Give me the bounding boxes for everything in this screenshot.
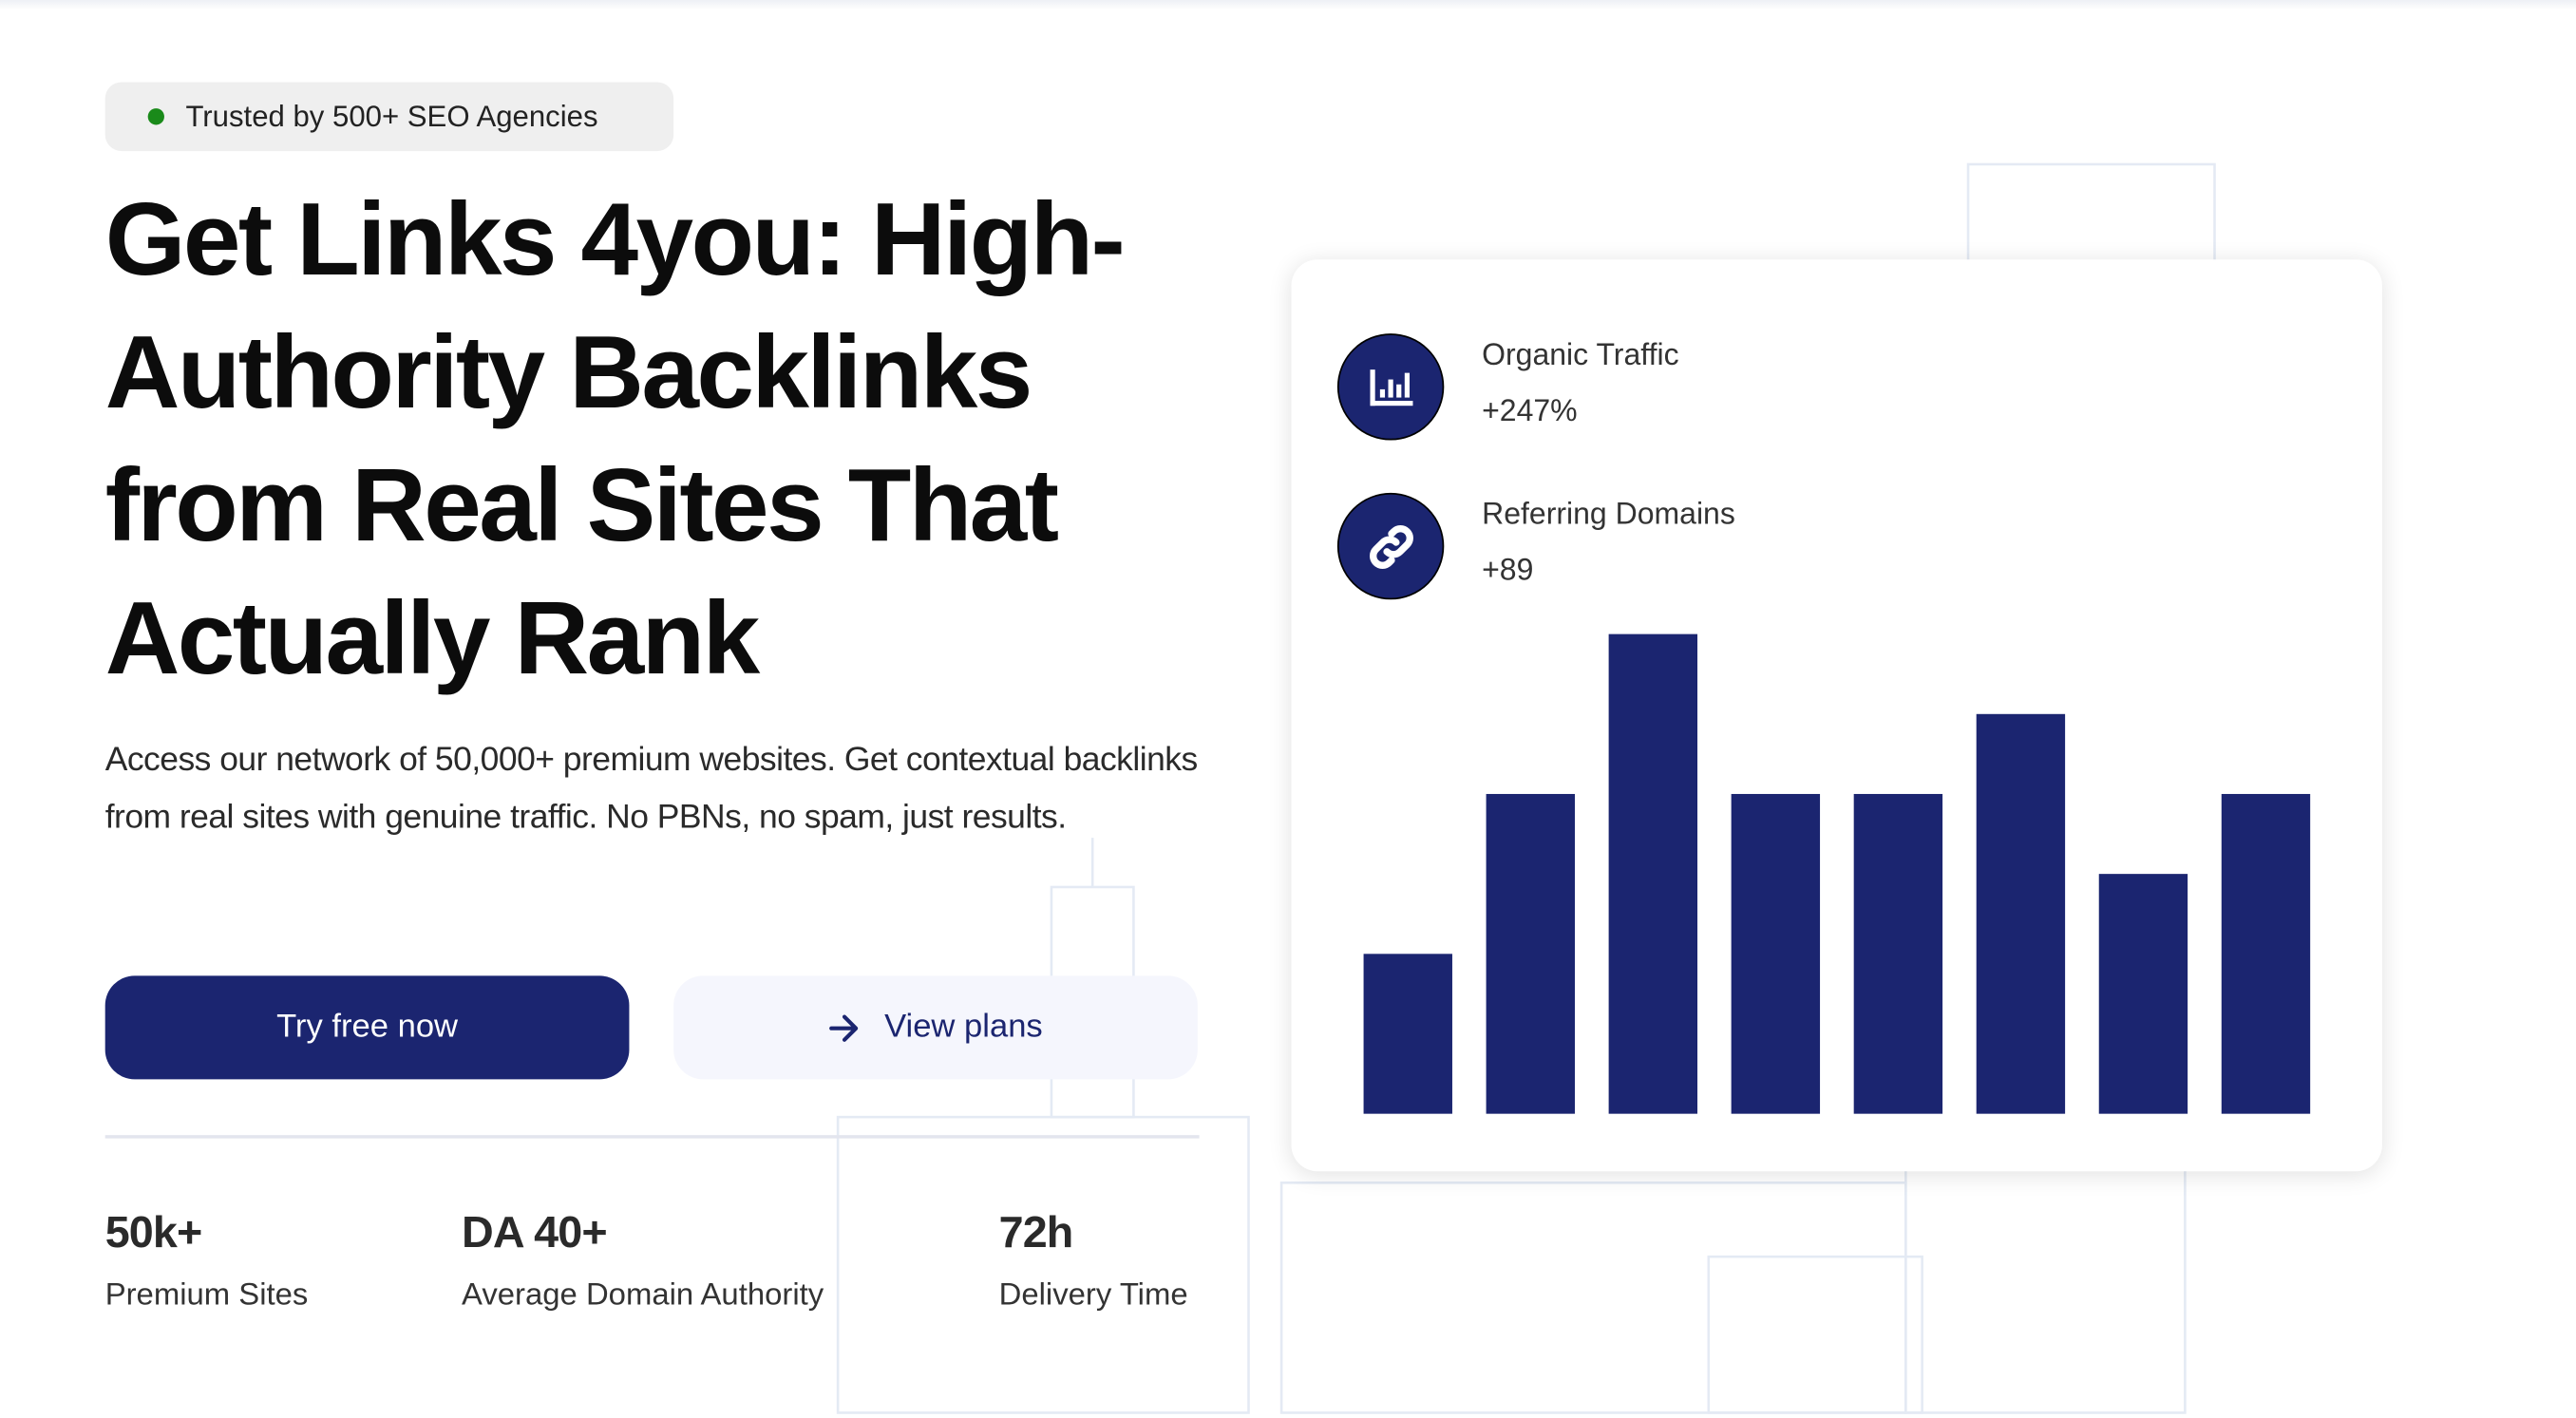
divider bbox=[104, 1135, 1200, 1139]
page-title: Get Links 4you: High-Authority Backlinks… bbox=[104, 181, 1126, 697]
metric-referring-domains: Referring Domains +89 bbox=[1336, 492, 1735, 600]
chart-bar bbox=[1608, 633, 1698, 1114]
view-plans-label: View plans bbox=[884, 1008, 1043, 1046]
arrow-right-icon bbox=[829, 1013, 859, 1042]
stat-value: 72h bbox=[998, 1207, 1074, 1257]
chart-bar bbox=[1853, 793, 1943, 1114]
chart-bar bbox=[1976, 713, 2066, 1114]
stat-label: Premium Sites bbox=[104, 1277, 309, 1313]
bar-chart bbox=[1363, 633, 2311, 1114]
chart-bar bbox=[2221, 793, 2311, 1114]
hero-description: Access our network of 50,000+ premium we… bbox=[104, 741, 1199, 837]
stat-label: Average Domain Authority bbox=[462, 1277, 824, 1313]
stat-value: 50k+ bbox=[104, 1207, 203, 1257]
stat-label: Delivery Time bbox=[998, 1277, 1188, 1313]
stats-card: Organic Traffic +247% Referring Domains … bbox=[1291, 259, 2382, 1172]
stat-value: DA 40+ bbox=[462, 1207, 608, 1257]
link-icon bbox=[1336, 492, 1445, 600]
trust-badge-text: Trusted by 500+ SEO Agencies bbox=[185, 99, 598, 133]
trust-badge: Trusted by 500+ SEO Agencies bbox=[104, 82, 674, 152]
metric-label: Organic Traffic bbox=[1482, 336, 1679, 371]
chart-bar bbox=[1363, 954, 1452, 1114]
try-free-button[interactable]: Try free now bbox=[104, 975, 630, 1080]
stat-delivery-time: 72h Delivery Time bbox=[999, 1207, 1188, 1314]
metric-value: +89 bbox=[1482, 552, 1534, 587]
stat-domain-authority: DA 40+ Average Domain Authority bbox=[462, 1207, 824, 1314]
status-dot-icon bbox=[147, 108, 164, 125]
chart-bar bbox=[2098, 874, 2188, 1114]
chart-bar bbox=[1731, 793, 1821, 1114]
metric-label: Referring Domains bbox=[1482, 496, 1735, 531]
metric-organic-traffic: Organic Traffic +247% bbox=[1336, 333, 1679, 441]
top-bar bbox=[0, 0, 2576, 10]
bar-chart-icon bbox=[1336, 333, 1445, 441]
try-free-label: Try free now bbox=[276, 1008, 459, 1046]
metric-value: +247% bbox=[1482, 392, 1578, 427]
view-plans-button[interactable]: View plans bbox=[673, 975, 1198, 1080]
chart-bar bbox=[1486, 793, 1575, 1114]
stat-premium-sites: 50k+ Premium Sites bbox=[105, 1207, 309, 1314]
